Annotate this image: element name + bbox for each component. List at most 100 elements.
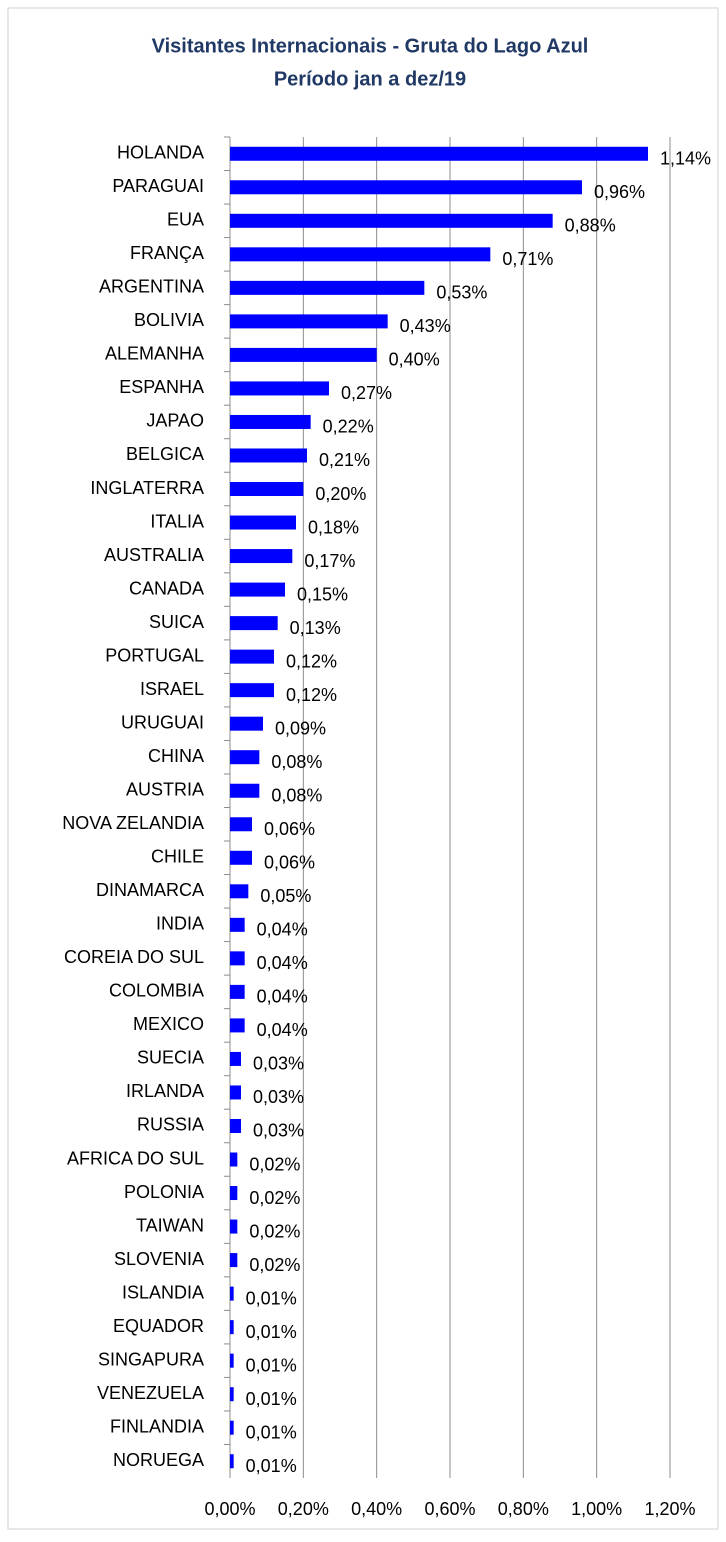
y-tick-label: BOLIVIA [134,310,204,330]
value-label: 0,02% [249,1154,300,1174]
y-tick-label: PARAGUAI [112,176,204,196]
value-label: 0,02% [249,1221,300,1241]
y-tick-label: ESPANHA [119,377,204,397]
y-tick-label: AFRICA DO SUL [67,1148,204,1168]
value-label: 0,13% [290,618,341,638]
bar [230,1051,241,1066]
y-tick-label: CANADA [129,578,204,598]
value-label: 0,01% [246,1288,297,1308]
x-tick-label: 0,80% [498,1499,549,1519]
value-label: 0,09% [275,718,326,738]
y-tick-label: SUECIA [137,1048,204,1068]
bar [230,247,491,262]
bar [230,549,293,564]
y-tick-label: EUA [167,210,204,230]
y-tick-label: CHILE [151,847,204,867]
bar [230,1253,238,1268]
chart-title: Visitantes Internacionais - Gruta do Lag… [152,35,589,57]
y-tick-label: COREIA DO SUL [64,947,204,967]
bar [230,783,260,798]
bar [230,582,285,597]
y-tick-label: VENEZUELA [97,1383,204,1403]
bar [230,884,249,899]
value-label: 0,08% [271,785,322,805]
bar [230,515,296,530]
value-label: 0,71% [502,249,553,269]
value-label: 0,40% [389,350,440,370]
value-label: 0,04% [257,953,308,973]
bar [230,616,278,631]
bar [230,917,245,932]
y-tick-label: ARGENTINA [99,277,204,297]
bar [230,817,252,832]
y-tick-label: EQUADOR [113,1316,204,1336]
y-tick-label: ISLANDIA [122,1282,204,1302]
value-label: 0,04% [257,1020,308,1040]
y-tick-label: IRLANDA [126,1081,204,1101]
bar [230,414,311,429]
value-label: 0,12% [286,685,337,705]
y-tick-label: BELGICA [126,444,204,464]
y-tick-label: HOLANDA [117,143,204,163]
bar [230,1320,234,1335]
y-tick-label: AUSTRALIA [104,545,204,565]
value-label: 0,15% [297,584,348,604]
value-label: 0,17% [304,551,355,571]
y-tick-label: COLOMBIA [109,981,204,1001]
value-label: 0,03% [253,1087,304,1107]
bar [230,146,648,161]
bar [230,1152,238,1167]
y-tick-label: RUSSIA [137,1115,204,1135]
bar [230,1387,234,1402]
bar [230,1420,234,1435]
bar [230,1118,241,1133]
y-tick-label: SUICA [149,612,204,632]
y-tick-label: SLOVENIA [114,1249,204,1269]
y-tick-label: FRANÇA [130,243,204,263]
y-tick-label: AUSTRIA [126,779,204,799]
y-tick-label: URUGUAI [121,712,204,732]
bar [230,213,553,228]
value-label: 0,88% [565,216,616,236]
bar [230,1353,234,1368]
y-tick-label: ALEMANHA [105,344,204,364]
bar [230,347,377,362]
bar [230,850,252,865]
y-tick-label: DINAMARCA [96,880,204,900]
value-label: 0,06% [264,853,315,873]
value-label: 1,14% [660,149,711,169]
value-label: 0,01% [246,1355,297,1375]
value-label: 0,43% [400,316,451,336]
y-tick-label: INDIA [156,914,204,934]
y-tick-label: TAIWAN [136,1215,204,1235]
bar [230,750,260,765]
y-tick-label: CHINA [148,746,204,766]
bar [230,314,388,329]
bar [230,482,304,497]
chart-subtitle: Período jan a dez/19 [274,68,466,90]
bar [230,280,425,295]
y-tick-label: MEXICO [133,1014,204,1034]
y-tick-label: FINLANDIA [110,1416,204,1436]
bar [230,683,274,698]
value-label: 0,04% [257,987,308,1007]
value-label: 0,12% [286,651,337,671]
x-tick-label: 0,00% [204,1499,255,1519]
bar [230,1186,238,1201]
value-label: 0,06% [264,819,315,839]
value-label: 0,05% [260,886,311,906]
bar [230,448,307,463]
x-tick-label: 0,40% [351,1499,402,1519]
value-label: 0,53% [436,283,487,303]
bar [230,1219,238,1234]
value-label: 0,03% [253,1054,304,1074]
value-label: 0,02% [249,1188,300,1208]
value-label: 0,03% [253,1121,304,1141]
value-label: 0,01% [246,1322,297,1342]
bar [230,1286,234,1301]
bar [230,649,274,664]
y-tick-label: PORTUGAL [105,645,204,665]
y-tick-label: ITALIA [150,511,204,531]
value-label: 0,20% [315,484,366,504]
bar [230,1018,245,1033]
